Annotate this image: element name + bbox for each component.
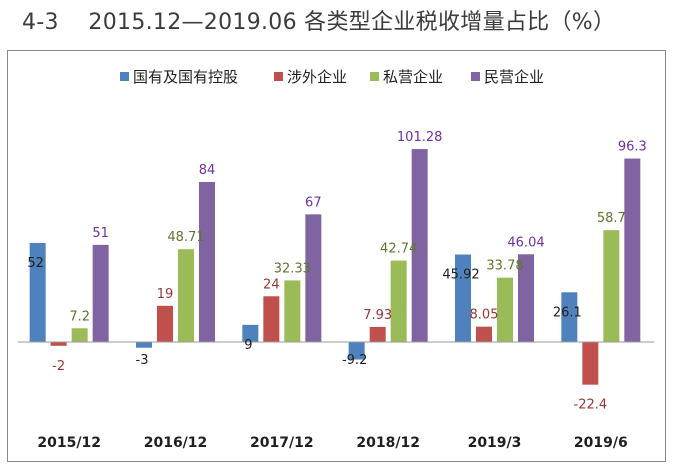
bar-s2-c3 [390,260,407,342]
x-tick-label-2: 2017/12 [250,435,314,451]
bar-s0-c4 [455,254,471,342]
legend-swatch-3 [471,72,480,81]
data-label-s1-c3: 7.93 [363,308,392,323]
data-label-s3-c5: 96.3 [618,140,647,155]
bar-s2-c4 [497,277,513,342]
x-tick-label-5: 2019/6 [574,435,628,451]
bar-s3-c0 [92,244,109,342]
legend-label-3: 民营企业 [484,68,544,86]
bar-s2-c1 [178,249,194,342]
data-label-s3-c0: 51 [92,226,109,241]
legend-label-0: 国有及国有控股 [133,68,238,86]
bar-s3-c4 [518,254,534,342]
bar-s2-c0 [71,328,88,342]
bar-s1-c1 [157,305,173,342]
bar-s1-c3 [369,326,386,342]
x-tick-label-3: 2018/12 [356,435,420,451]
legend-label-1: 涉外企业 [287,68,347,86]
data-label-s1-c0: -2 [52,359,65,374]
data-label-s3-c1: 84 [199,163,216,178]
data-label-s0-c5: 26.1 [553,305,582,320]
data-label-s2-c0: 7.2 [69,309,90,324]
figure-title: 4-3 2015.12—2019.06 各类型企业税收增量占比（%） [22,10,616,35]
legend-swatch-0 [120,72,129,81]
bar-s3-c3 [411,149,428,342]
x-tick-label-1: 2016/12 [144,435,208,451]
bar-s2-c2 [284,280,301,342]
data-label-s2-c3: 42.74 [380,242,417,257]
bar-s0-c1 [136,342,152,348]
data-label-s0-c1: -3 [136,353,149,368]
data-label-s0-c3: -9.2 [342,353,367,368]
bar-s0-c0 [29,242,46,342]
data-label-s3-c2: 67 [305,195,322,210]
data-label-s2-c2: 32.33 [274,261,311,276]
x-tick-label-0: 2015/12 [37,435,101,451]
data-label-s0-c2: 9 [244,338,252,353]
data-label-s1-c5: -22.4 [574,398,608,413]
data-label-s2-c1: 48.71 [167,230,204,245]
bar-s1-c0 [50,342,67,346]
data-label-s0-c4: 45.92 [442,268,479,283]
bar-s1-c5 [582,342,599,385]
legend-swatch-1 [274,72,283,81]
chart-area: 国有及国有控股 涉外企业 私营企业 民营企业 52 -2 7.2 51 -3 19 48.71 84 9… [7,50,666,462]
bar-s0-c3 [348,342,365,360]
data-label-s0-c0: 52 [27,256,44,271]
bar-chart: 国有及国有控股 涉外企业 私营企业 民营企业 52 -2 7.2 51 -3 19 48.71 84 9… [18,68,654,451]
bar-s1-c4 [476,326,492,342]
x-tick-label-4: 2019/3 [468,435,522,451]
data-label-s3-c4: 46.04 [507,235,544,250]
legend-swatch-2 [370,72,379,81]
bar-s0-c2 [242,324,259,342]
bar-s3-c2 [305,214,322,342]
data-label-s3-c3: 101.28 [397,130,443,145]
bar-s3-c5 [624,158,641,342]
data-label-s1-c2: 24 [263,277,280,292]
data-label-s2-c4: 33.78 [486,259,523,274]
data-label-s1-c4: 8.05 [470,308,499,323]
data-label-s1-c1: 19 [157,287,174,302]
data-label-s2-c5: 58.7 [597,211,626,226]
legend-label-2: 私营企业 [383,68,443,86]
bar-s1-c2 [263,296,280,342]
bar-s2-c5 [603,230,620,342]
bar-s3-c1 [199,181,215,342]
bar-s0-c5 [561,292,578,342]
